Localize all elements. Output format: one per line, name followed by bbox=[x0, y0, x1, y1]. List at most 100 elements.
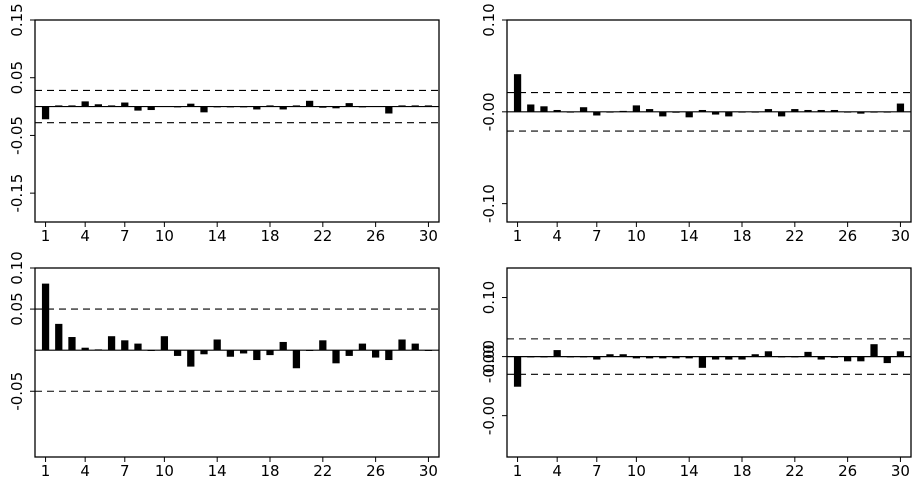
acf-bar bbox=[804, 109, 812, 112]
acf-bar bbox=[81, 101, 89, 107]
x-tick-label: 1 bbox=[41, 227, 51, 245]
acf-bar bbox=[424, 105, 433, 107]
y-tick-label: 0.15 bbox=[8, 3, 26, 36]
x-tick-label: 18 bbox=[260, 227, 279, 245]
acf-bar bbox=[253, 106, 261, 110]
x-tick-label: 30 bbox=[419, 227, 438, 245]
acf-bar bbox=[173, 106, 182, 108]
acf-bar bbox=[725, 356, 733, 360]
acf-bar bbox=[804, 351, 812, 357]
acf-bar bbox=[319, 340, 327, 351]
acf-bar bbox=[764, 351, 773, 357]
acf-bar bbox=[332, 106, 340, 109]
acf-bar bbox=[579, 107, 588, 112]
acf-bar bbox=[305, 100, 314, 107]
acf-bar bbox=[632, 105, 641, 112]
acf-bar bbox=[513, 356, 522, 387]
acf-bar bbox=[711, 356, 720, 360]
acf-bar bbox=[777, 111, 786, 117]
acf-bar bbox=[659, 111, 667, 117]
acf-bar bbox=[41, 106, 50, 120]
acf-bar bbox=[239, 106, 248, 108]
acf-bar bbox=[830, 109, 839, 112]
x-tick-label: 22 bbox=[785, 227, 804, 245]
x-tick-label: 18 bbox=[732, 462, 751, 480]
x-tick-label: 4 bbox=[552, 227, 562, 245]
acf-bar bbox=[147, 106, 155, 111]
acf-bar bbox=[68, 105, 76, 107]
x-tick-label: 7 bbox=[120, 227, 130, 245]
x-tick-label: 30 bbox=[891, 462, 910, 480]
acf-bar bbox=[200, 350, 208, 355]
y-tick-label: -0.05 bbox=[8, 372, 26, 411]
acf-bar bbox=[738, 111, 746, 113]
x-tick-label: 1 bbox=[513, 462, 523, 480]
acf-bar bbox=[385, 106, 393, 114]
acf-bar bbox=[292, 105, 301, 107]
acf-bar bbox=[319, 106, 327, 108]
acf-bar bbox=[896, 103, 905, 112]
acf-bar bbox=[632, 356, 641, 359]
x-tick-label: 4 bbox=[552, 462, 562, 480]
acf-bar bbox=[553, 109, 561, 112]
acf-bar bbox=[371, 105, 380, 107]
acf-bar bbox=[764, 109, 773, 112]
acf-bar bbox=[817, 356, 825, 360]
chart-panel-1: 1 4 7 10 14 18 22 26 300.150.05-0.05-0.15 bbox=[8, 3, 440, 245]
acf-bar bbox=[345, 350, 353, 356]
acf-bar bbox=[738, 356, 746, 360]
acf-bar bbox=[725, 111, 733, 117]
x-tick-label: 22 bbox=[313, 227, 332, 245]
acf-bar bbox=[266, 105, 274, 107]
acf-bar bbox=[187, 350, 195, 367]
acf-bar bbox=[751, 111, 759, 113]
chart-panel-2: 1 4 7 10 14 18 22 26 300.10-0.00-0.10 bbox=[480, 3, 912, 245]
chart-panel-3: 1 4 7 10 14 18 22 26 300.100.05-0.05 bbox=[8, 251, 440, 480]
x-tick-label: 14 bbox=[208, 462, 227, 480]
acf-bar bbox=[55, 105, 63, 107]
y-tick-label: -0.00 bbox=[480, 344, 498, 383]
acf-bar bbox=[121, 102, 129, 107]
acf-bar bbox=[239, 350, 248, 354]
y-tick-label: 0.10 bbox=[480, 3, 498, 36]
acf-bar bbox=[619, 354, 627, 357]
acf-bar bbox=[606, 354, 614, 357]
x-tick-label: 7 bbox=[592, 462, 602, 480]
acf-bar bbox=[226, 106, 235, 108]
acf-bar bbox=[279, 341, 287, 351]
plot-frame bbox=[506, 19, 912, 223]
acf-bar bbox=[279, 106, 287, 110]
acf-bar bbox=[147, 350, 155, 351]
x-tick-label: 10 bbox=[155, 227, 174, 245]
x-tick-label: 22 bbox=[785, 462, 804, 480]
acf-bar bbox=[187, 103, 195, 107]
acf-bar bbox=[160, 336, 169, 351]
x-tick-label: 14 bbox=[208, 227, 227, 245]
acf-bar bbox=[711, 111, 720, 115]
acf-bar bbox=[843, 111, 852, 113]
acf-bar bbox=[540, 356, 548, 358]
acf-bar bbox=[527, 356, 535, 358]
acf-bar bbox=[226, 350, 235, 357]
x-tick-label: 10 bbox=[627, 462, 646, 480]
acf-bar bbox=[213, 339, 221, 351]
acf-bar bbox=[81, 347, 89, 351]
y-tick-label: 0.10 bbox=[8, 251, 26, 284]
acf-bar bbox=[68, 337, 76, 351]
acf-bar bbox=[698, 356, 707, 368]
acf-bar bbox=[424, 350, 433, 351]
acf-bar bbox=[883, 111, 891, 113]
y-tick-label: -0.00 bbox=[480, 92, 498, 131]
acf-bar bbox=[173, 350, 182, 356]
acf-bar bbox=[830, 356, 839, 358]
acf-bar bbox=[870, 344, 878, 357]
x-tick-label: 22 bbox=[313, 462, 332, 480]
acf-bar bbox=[593, 111, 601, 116]
y-tick-label: -0.00 bbox=[480, 396, 498, 435]
x-tick-label: 30 bbox=[419, 462, 438, 480]
y-tick-label: 0.05 bbox=[8, 61, 26, 94]
x-tick-label: 26 bbox=[838, 462, 857, 480]
acf-bar bbox=[134, 106, 142, 111]
acf-bar bbox=[513, 74, 522, 112]
y-tick-label: 0.10 bbox=[480, 281, 498, 314]
